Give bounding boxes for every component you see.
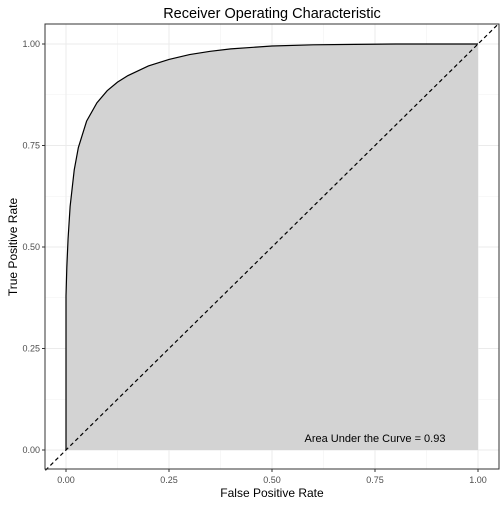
line-layer [44, 23, 500, 471]
y-tick-label: 1.00 [22, 39, 40, 49]
x-tick-label: 0.00 [57, 475, 75, 485]
auc-annotation: Area Under the Curve = 0.93 [305, 433, 446, 445]
y-tick-label: 0.75 [22, 141, 40, 151]
y-tick-label: 0.00 [22, 445, 40, 455]
roc-curve-line [65, 43, 478, 450]
chance-diagonal-line [44, 23, 500, 471]
chart-title: Receiver Operating Characteristic [163, 6, 381, 22]
y-tick-label: 0.50 [22, 242, 40, 252]
axis-layer: 0.00 0.25 0.50 0.75 1.00 0.00 0.25 0.50 0.75 1.00 [22, 23, 500, 485]
x-axis-title: False Positive Rate [220, 486, 324, 500]
y-axis-title: True Positive Rate [6, 198, 20, 297]
x-tick-label: 1.00 [469, 475, 487, 485]
x-tick-label: 0.25 [160, 475, 178, 485]
x-tick-label: 0.75 [366, 475, 384, 485]
x-tick-label: 0.50 [263, 475, 281, 485]
y-tick-label: 0.25 [22, 344, 40, 354]
